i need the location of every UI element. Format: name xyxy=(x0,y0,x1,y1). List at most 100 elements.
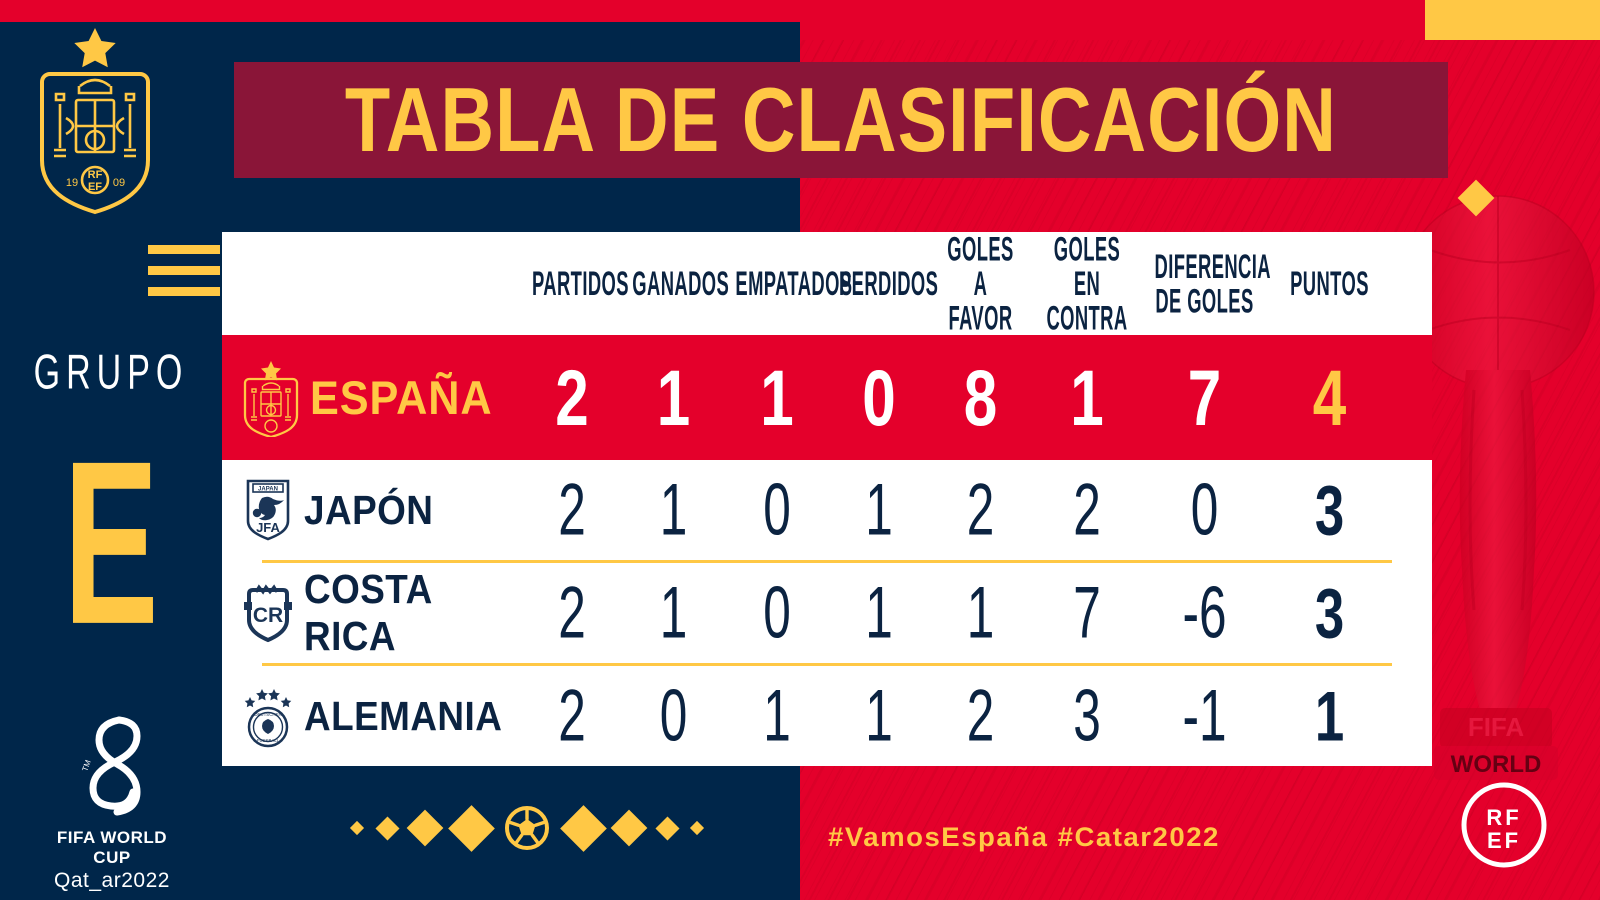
cell-goles-en-contra: 1 xyxy=(1070,353,1104,442)
header-goles-a-favor: GOLES A FAVOR xyxy=(939,228,1021,337)
header-ganados: GANADOS xyxy=(632,263,730,303)
cell-puntos: 3 xyxy=(1314,573,1345,653)
svg-text:JAPAN: JAPAN xyxy=(258,487,278,493)
svg-text:EF: EF xyxy=(88,181,102,193)
header-gc-line1: GOLES xyxy=(1053,228,1121,268)
cell-partidos: 2 xyxy=(558,572,586,654)
svg-text:CR: CR xyxy=(253,604,283,627)
row-divider xyxy=(262,663,1392,666)
team-cell: ESPAÑA xyxy=(222,359,522,437)
cell-goles-a-favor: 1 xyxy=(966,572,995,654)
table-row[interactable]: ESPAÑA 2 1 1 0 8 1 7 4 xyxy=(222,335,1432,460)
cell-ganados: 1 xyxy=(659,572,688,654)
table-row[interactable]: CR COSTA RICA 2 1 0 1 1 7 -6 3 xyxy=(222,563,1432,663)
standings-table: PARTIDOS GANADOS EMPATADOS PERDIDOS GOLE… xyxy=(222,228,1432,766)
team-name: JAPÓN xyxy=(304,486,434,533)
cell-diferencia: 0 xyxy=(1190,469,1219,551)
diamond-decoration-row xyxy=(349,800,705,856)
cell-perdidos: 1 xyxy=(865,572,893,654)
group-indicator: GRUPO E xyxy=(0,345,222,659)
rfef-crest-icon: RF EF 19 09 xyxy=(40,28,150,215)
svg-text:09: 09 xyxy=(113,177,125,189)
header-gf-line2: A FAVOR xyxy=(948,263,1013,337)
diamond-icon xyxy=(447,804,495,852)
cell-diferencia: -1 xyxy=(1182,675,1227,757)
header-gc-line2: EN CONTRA xyxy=(1046,263,1128,337)
diamond-icon xyxy=(374,815,400,841)
header-perdidos: PERDIDOS xyxy=(839,263,939,303)
diamond-icon xyxy=(654,815,680,841)
team-name: ESPAÑA xyxy=(310,371,493,424)
top-red-strip xyxy=(0,0,1425,22)
header-gf-line1: GOLES xyxy=(947,228,1014,268)
cell-goles-en-contra: 7 xyxy=(1073,572,1101,654)
diamond-icon xyxy=(349,820,365,836)
table-header-row: PARTIDOS GANADOS EMPATADOS PERDIDOS GOLE… xyxy=(222,228,1432,337)
cell-partidos: 2 xyxy=(558,675,586,757)
svg-text:TM: TM xyxy=(80,758,93,772)
cell-ganados: 1 xyxy=(656,353,691,442)
table-row[interactable]: DEUTSCHER FUSSBALL ALEMANIA 2 0 1 1 2 3 … xyxy=(222,666,1432,766)
svg-text:RF: RF xyxy=(88,169,103,181)
cell-goles-a-favor: 2 xyxy=(966,469,995,551)
cell-puntos: 3 xyxy=(1314,470,1345,550)
cell-perdidos: 1 xyxy=(865,469,893,551)
cell-ganados: 1 xyxy=(659,469,688,551)
cell-partidos: 2 xyxy=(555,353,589,442)
svg-text:FUSSBALL: FUSSBALL xyxy=(257,738,280,743)
cell-diferencia: -6 xyxy=(1182,572,1227,654)
red-panel-top-extension xyxy=(800,22,1425,40)
cell-ganados: 0 xyxy=(659,675,688,757)
header-puntos: PUNTOS xyxy=(1290,263,1369,303)
rfef-circle-logo-icon: RF EF xyxy=(1461,782,1547,868)
header-partidos: PARTIDOS xyxy=(532,263,629,303)
team-name: ALEMANIA xyxy=(304,692,503,739)
diamond-icon xyxy=(559,804,607,852)
title-banner: TABLA DE CLASIFICACIÓN xyxy=(234,62,1448,178)
japan-jfa-badge-icon: JAPAN JFA xyxy=(246,479,290,541)
group-label: GRUPO xyxy=(33,345,189,401)
header-goles-en-contra: GOLES EN CONTRA xyxy=(1043,228,1131,337)
cell-goles-en-contra: 2 xyxy=(1073,469,1101,551)
svg-text:EF: EF xyxy=(1487,828,1521,853)
table-row[interactable]: JAPAN JFA JAPÓN 2 1 0 1 2 2 0 3 xyxy=(222,460,1432,560)
cell-puntos: 4 xyxy=(1312,353,1347,442)
team-cell: CR COSTA RICA xyxy=(222,566,522,660)
cell-goles-en-contra: 3 xyxy=(1073,675,1101,757)
svg-text:DEUTSCHER: DEUTSCHER xyxy=(254,712,281,717)
svg-text:19: 19 xyxy=(66,177,78,189)
fifa-logo-line1: FIFA WORLD CUP xyxy=(56,828,168,867)
cell-goles-a-favor: 8 xyxy=(963,353,998,442)
diamond-icon xyxy=(406,809,444,847)
fifa-world-cup-logo: TM FIFA WORLD CUP Qat_ar2022 xyxy=(38,712,186,893)
header-dg-line2: DE GOLES xyxy=(1155,280,1254,320)
costa-rica-fedefutbol-badge-icon: CR xyxy=(244,584,292,643)
team-cell: JAPAN JFA JAPÓN xyxy=(222,477,522,543)
header-dg-line1: DIFERENCIA xyxy=(1154,246,1271,285)
page-title: TABLA DE CLASIFICACIÓN xyxy=(345,69,1337,171)
spain-rfef-badge-icon xyxy=(243,360,299,437)
soccer-ball-icon xyxy=(505,806,549,850)
row-divider xyxy=(262,560,1392,563)
diamond-icon xyxy=(689,820,705,836)
diamond-icon xyxy=(610,809,648,847)
group-letter: E xyxy=(63,412,159,673)
team-name: COSTA RICA xyxy=(304,566,432,659)
hashtags: #VamosEspaña #Catar2022 xyxy=(828,822,1220,852)
team-cell: DEUTSCHER FUSSBALL ALEMANIA xyxy=(222,683,522,749)
header-empatados: EMPATADOS xyxy=(735,263,853,303)
cell-empatados: 1 xyxy=(760,353,794,442)
cell-perdidos: 0 xyxy=(862,353,896,442)
cell-goles-a-favor: 2 xyxy=(966,675,995,757)
svg-text:JFA: JFA xyxy=(256,520,280,535)
fifa-world-cup-emblem-icon: TM xyxy=(80,716,141,816)
germany-dfb-badge-icon: DEUTSCHER FUSSBALL xyxy=(244,689,292,748)
svg-text:RF: RF xyxy=(1486,805,1521,830)
cell-empatados: 0 xyxy=(763,572,791,654)
cell-partidos: 2 xyxy=(558,469,586,551)
cell-perdidos: 1 xyxy=(865,675,893,757)
gold-stripes-decoration xyxy=(148,245,220,297)
cell-puntos: 1 xyxy=(1314,676,1345,756)
header-diferencia-de-goles: DIFERENCIA DE GOLES xyxy=(1154,246,1271,320)
